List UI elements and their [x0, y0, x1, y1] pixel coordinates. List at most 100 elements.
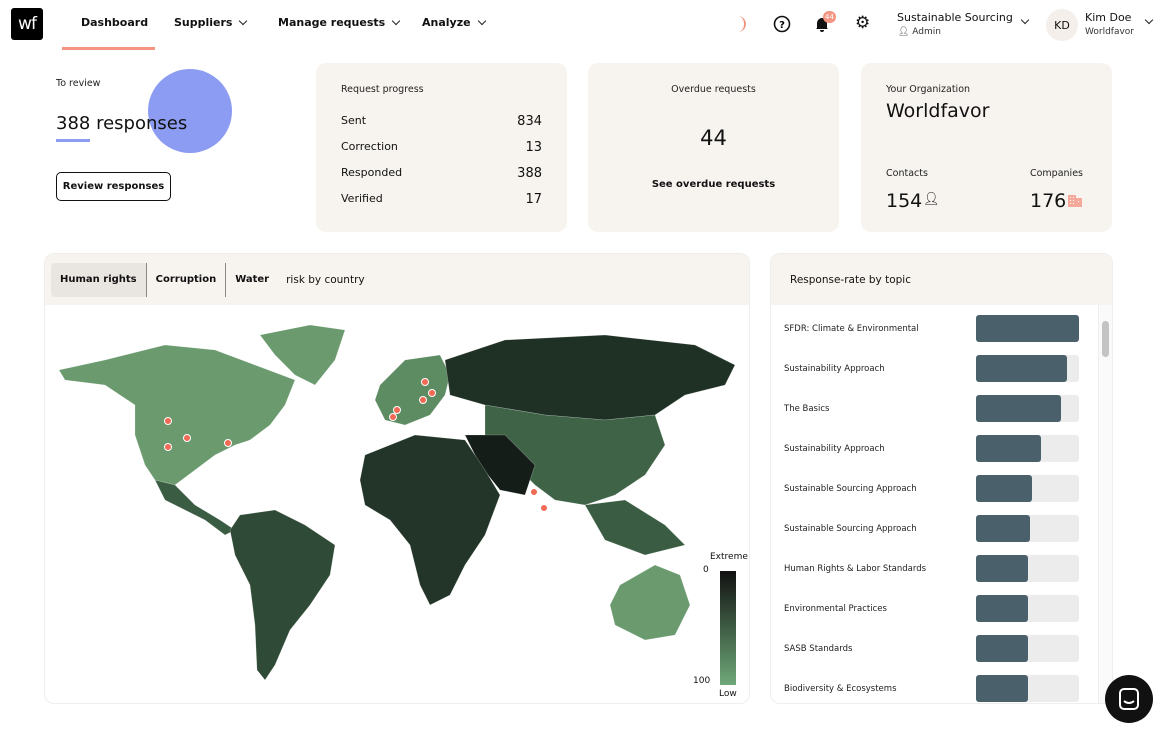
- supplier-markers: [164, 378, 548, 512]
- topic-rate-bar: [976, 355, 1079, 382]
- row-value: 17: [525, 192, 542, 207]
- chat-button[interactable]: [1105, 675, 1153, 723]
- help-icon[interactable]: ?: [773, 15, 791, 33]
- map-title-suffix: risk by country: [286, 273, 365, 286]
- user-icon: 👤︎: [898, 27, 913, 37]
- row-label: Responded: [341, 166, 403, 179]
- nav-manage-requests[interactable]: Manage requests: [278, 16, 401, 29]
- overdue-count: 44: [700, 126, 727, 150]
- topic-rate-bar: [976, 595, 1079, 622]
- user-name: Kim Doe: [1085, 11, 1132, 24]
- chevron-down-icon[interactable]: [1144, 15, 1154, 25]
- map-marker: [540, 504, 548, 512]
- panel-title: Response-rate by topic: [771, 254, 1112, 305]
- tab-corruption[interactable]: Corruption: [147, 262, 227, 297]
- org-name: Worldfavor: [886, 100, 990, 122]
- legend-extreme: Extreme: [710, 552, 748, 562]
- map-marker: [164, 443, 172, 451]
- companies-label: Companies: [1029, 168, 1083, 179]
- topic-rate-bar: [976, 475, 1079, 502]
- see-overdue-link[interactable]: See overdue requests: [651, 179, 776, 190]
- map-marker: [389, 413, 397, 421]
- svg-text:?: ?: [779, 20, 785, 31]
- topic-rate-fill: [976, 435, 1041, 462]
- risk-map-panel: Human rights Corruption Water risk by co…: [44, 253, 750, 704]
- avatar[interactable]: KD: [1046, 9, 1078, 41]
- topic-rate-fill: [976, 315, 1079, 342]
- nav-dashboard[interactable]: Dashboard: [81, 16, 148, 29]
- underline: [56, 139, 90, 142]
- tab-water[interactable]: Water: [235, 274, 270, 285]
- topic-label: Human Rights & Labor Standards: [784, 564, 927, 574]
- topic-list: SFDR: Climate & Environmental Sustainabil…: [771, 305, 1099, 703]
- card-title: Request progress: [341, 84, 424, 95]
- australia: [609, 564, 691, 641]
- card-title: Overdue requests: [671, 84, 756, 95]
- legend-top-value: 0: [703, 565, 709, 575]
- south-america: [229, 509, 336, 681]
- chevron-down-icon[interactable]: [1020, 15, 1030, 25]
- map-marker: [224, 439, 232, 447]
- active-tab-indicator: [62, 47, 155, 50]
- africa: [359, 434, 501, 606]
- topic-label: Sustainable Sourcing Approach: [784, 484, 917, 494]
- chevron-down-icon: [239, 16, 248, 25]
- nav-label: Manage requests: [278, 16, 386, 29]
- card-title: Your Organization: [886, 84, 971, 95]
- review-responses-button[interactable]: Review responses: [56, 172, 171, 201]
- greenland: [259, 324, 346, 386]
- building-icon: [1068, 195, 1082, 207]
- nav-suppliers[interactable]: Suppliers: [174, 16, 248, 29]
- theme-toggle-icon[interactable]: [735, 15, 751, 33]
- scrollbar-thumb[interactable]: [1102, 321, 1109, 357]
- logo[interactable]: wf: [11, 8, 43, 40]
- response-rate-panel: Response-rate by topic SFDR: Climate & E…: [770, 253, 1113, 704]
- topic-rate-fill: [976, 395, 1062, 422]
- tab-human-rights[interactable]: Human rights: [51, 262, 147, 297]
- map-marker: [530, 488, 538, 496]
- topic-label: Sustainability Approach: [784, 444, 885, 454]
- scrollbar[interactable]: [1098, 305, 1112, 703]
- map-marker: [421, 378, 429, 386]
- review-count: 388 responses: [56, 113, 188, 134]
- nav-label: Suppliers: [174, 16, 233, 29]
- map-marker: [183, 434, 191, 442]
- companies-count: 176: [1030, 190, 1067, 212]
- world-map[interactable]: [45, 305, 750, 704]
- chevron-down-icon: [391, 16, 401, 25]
- southeast-asia: [584, 499, 686, 556]
- role-label: Admin: [912, 27, 941, 37]
- overdue-card: Overdue requests 44 See overdue requests: [588, 63, 839, 232]
- topic-rate-bar: [976, 515, 1079, 542]
- organization-card: Your Organization Worldfavor Contacts 15…: [861, 63, 1112, 232]
- user-org: Worldfavor: [1085, 27, 1135, 37]
- contacts-count: 154: [886, 190, 923, 212]
- topic-label: Sustainable Sourcing Approach: [784, 524, 917, 534]
- topic-label: Biodiversity & Ecosystems: [784, 684, 897, 694]
- topic-rate-fill: [976, 515, 1030, 542]
- topic-label: SFDR: Climate & Environmental: [784, 324, 919, 334]
- topic-rate-bar: [976, 315, 1079, 342]
- role: 👤︎ Admin: [898, 27, 941, 37]
- row-label: Sent: [341, 114, 367, 127]
- legend-bottom-value: 100: [693, 676, 711, 686]
- topic-rate-bar: [976, 555, 1079, 582]
- org-name[interactable]: Sustainable Sourcing: [897, 11, 1013, 24]
- chat-icon: [1119, 688, 1139, 710]
- topic-rate-fill: [976, 475, 1032, 502]
- row-label: Correction: [341, 140, 398, 153]
- decorative-circle: [148, 69, 232, 153]
- progress-row: Verified 17: [341, 192, 542, 207]
- mexico-central: [154, 479, 236, 536]
- nav-analyze[interactable]: Analyze: [422, 16, 486, 29]
- topic-rate-bar: [976, 395, 1079, 422]
- map-marker: [164, 417, 172, 425]
- progress-row: Correction 13: [341, 140, 542, 155]
- map-marker: [428, 389, 436, 397]
- map-marker: [393, 406, 401, 414]
- gear-icon[interactable]: ⚙: [855, 13, 871, 33]
- topic-rate-bar: [976, 635, 1079, 662]
- chevron-down-icon: [477, 16, 486, 25]
- nav-label: Analyze: [422, 16, 471, 29]
- notification-badge: 44: [823, 11, 836, 23]
